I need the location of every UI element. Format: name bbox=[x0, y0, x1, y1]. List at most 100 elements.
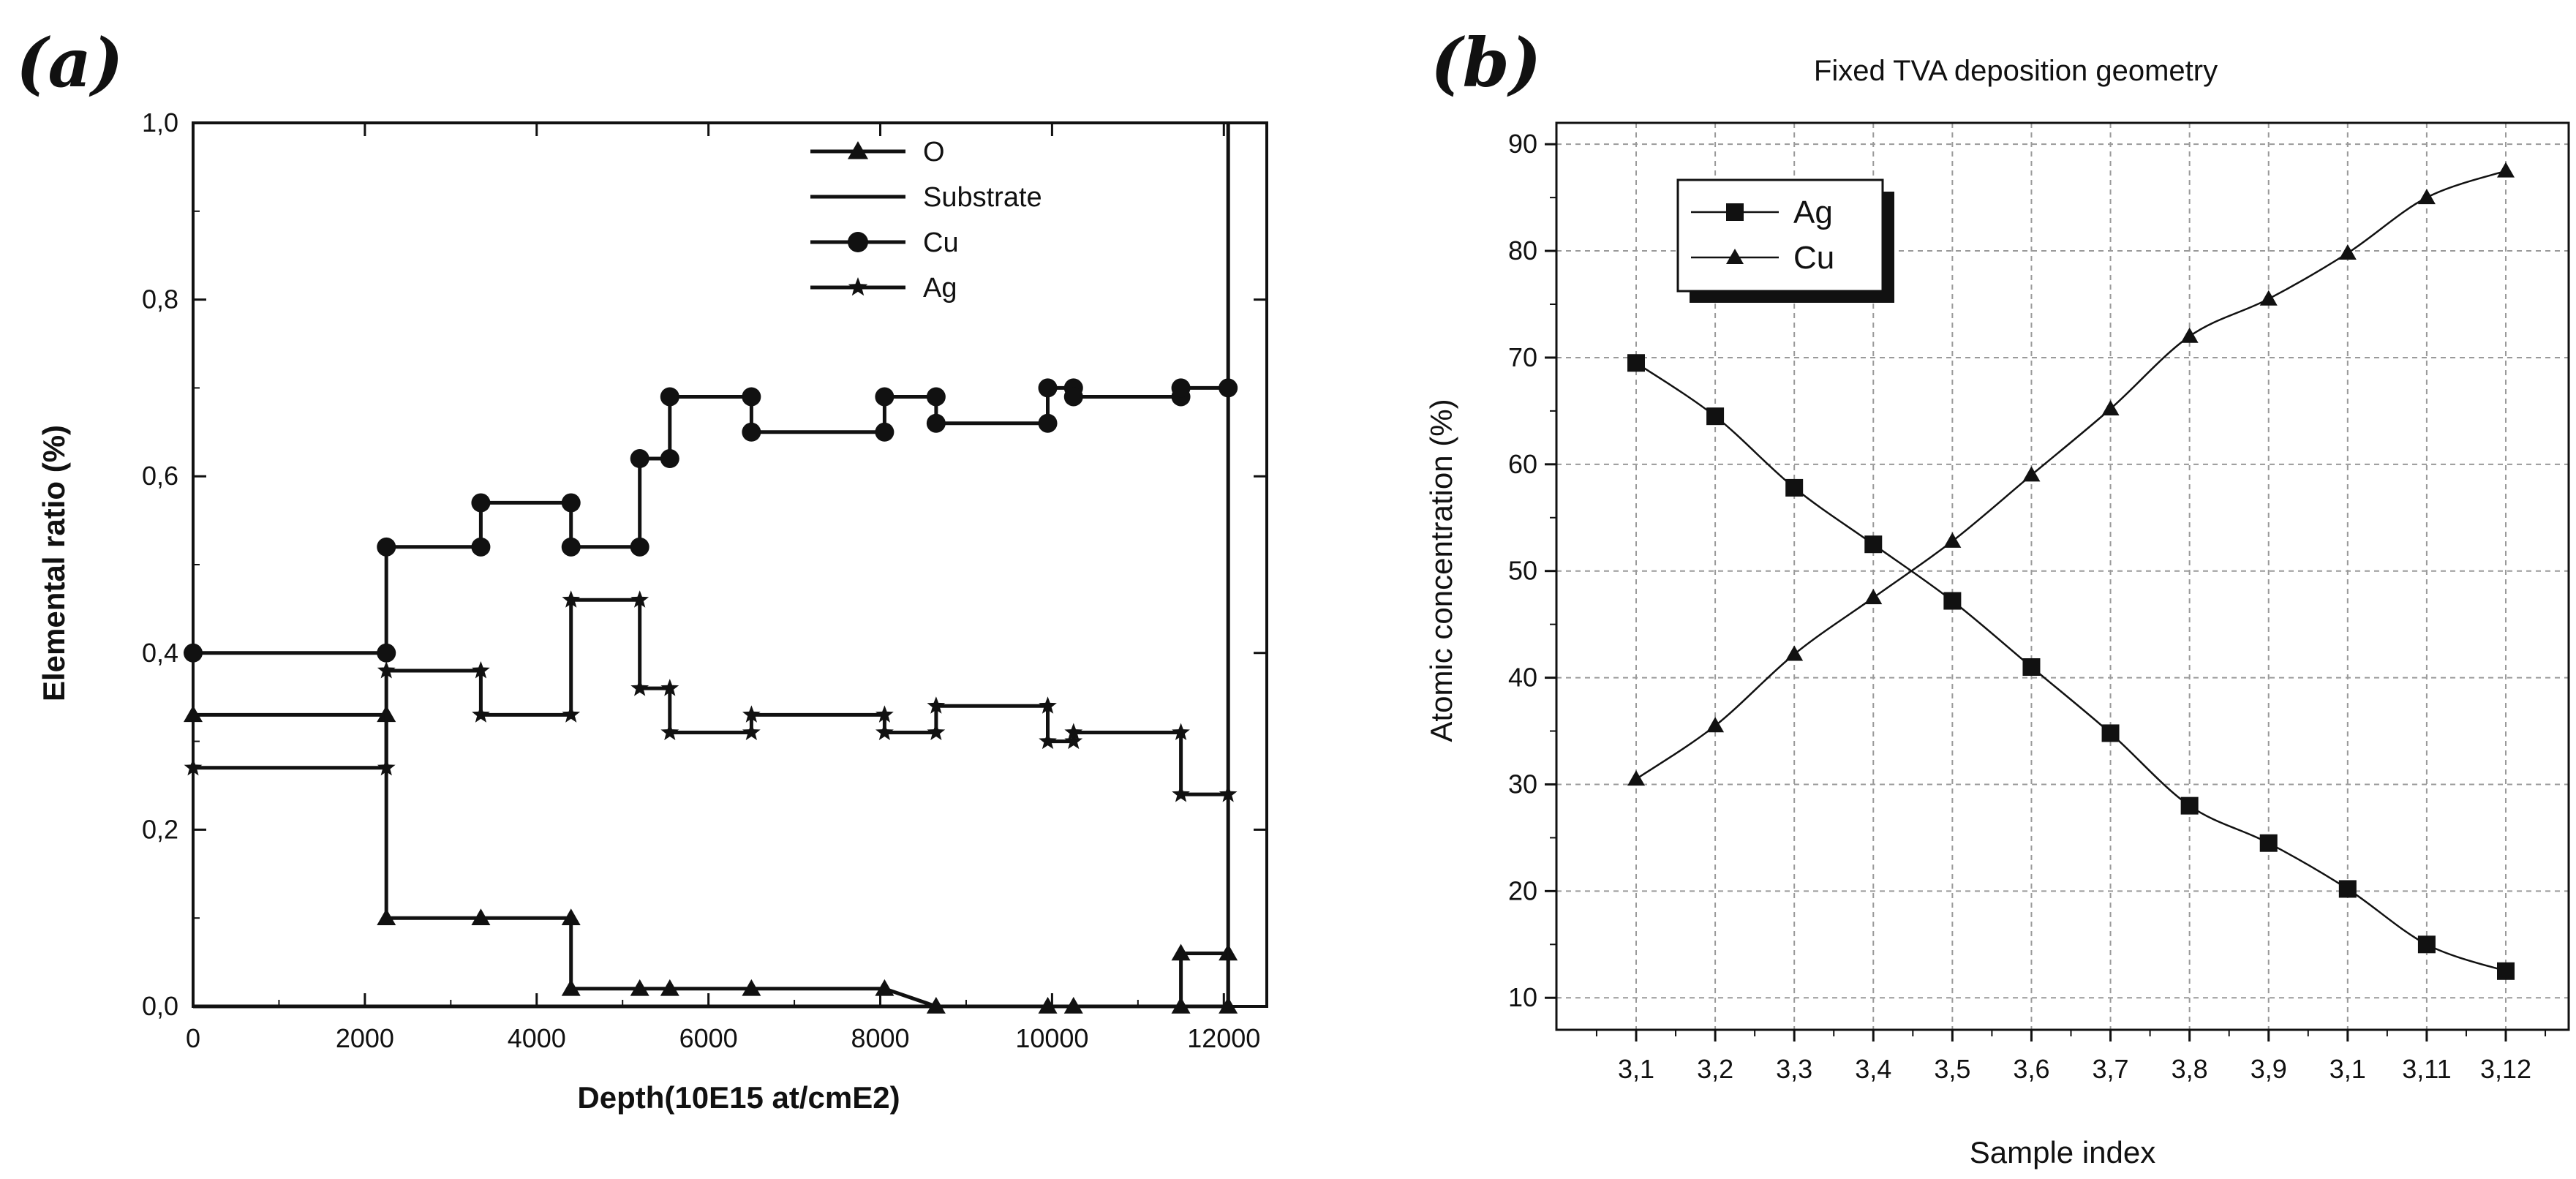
panel-a-point-cu bbox=[630, 449, 649, 469]
panel-b-legend-label-cu: Cu bbox=[1793, 240, 1834, 276]
panel-a-point-ag bbox=[630, 679, 649, 696]
panel-b-point-ag bbox=[1785, 478, 1804, 497]
panel-a-point-cu bbox=[561, 493, 581, 513]
panel-b-x-axis-title: Sample index bbox=[1970, 1135, 2155, 1169]
panel-a-point-cu bbox=[1038, 378, 1058, 398]
panel-a-y-tick-label: 0,2 bbox=[142, 814, 178, 844]
panel-b-point-cu bbox=[1627, 770, 1645, 786]
panel-a-x-tick-label: 10000 bbox=[1015, 1023, 1088, 1053]
panel-a-point-ag bbox=[1039, 731, 1057, 750]
panel-b-legend-marker-cu bbox=[1726, 249, 1744, 264]
panel-b-point-ag bbox=[2259, 834, 2278, 852]
panel-b-ticks: 10 20 30 40 50 60 70 80 90 3,1 3,2 3,3 3,4 3,5 3,6 3,7 3… bbox=[1508, 129, 2547, 1084]
panel-a-point-o bbox=[660, 979, 679, 996]
panel-a-ticks: 0 2000 4000 6000 8000 10000 12000 0,0 0,2 0,4 0,6 0… bbox=[142, 108, 1267, 1053]
panel-b-y-tick-label: 50 bbox=[1508, 556, 1537, 586]
panel-a-point-cu bbox=[377, 537, 396, 557]
panel-a-point-ag bbox=[927, 696, 946, 714]
panel-b-point-ag bbox=[2338, 880, 2357, 898]
panel-b-legend-marker-ag bbox=[1726, 203, 1744, 221]
panel-b-point-cu bbox=[1706, 717, 1725, 733]
panel-b-x-tick-label: 3,8 bbox=[2172, 1054, 2208, 1084]
panel-a-point-cu bbox=[875, 422, 895, 442]
panel-a-label: (a) bbox=[16, 23, 124, 102]
panel-a-point-ag bbox=[742, 723, 761, 740]
panel-b-x-tick-label: 3,11 bbox=[2402, 1054, 2451, 1084]
panel-b-y-tick-label: 80 bbox=[1508, 236, 1537, 265]
panel-a-point-cu bbox=[660, 449, 679, 469]
panel-a-point-ag bbox=[1172, 785, 1190, 802]
panel-a-point-cu bbox=[1171, 378, 1191, 398]
panel-a-point-ag bbox=[875, 723, 894, 740]
panel-a-chart: (a) 0 2000 4000 6000 8000 10000 12000 0,0 0,2 0,4… bbox=[16, 23, 1268, 1115]
panel-a-point-o bbox=[377, 908, 396, 925]
panel-b-grid bbox=[1556, 123, 2569, 1030]
panel-a-point-o bbox=[1171, 943, 1191, 961]
panel-b-y-tick-label: 10 bbox=[1508, 982, 1537, 1012]
panel-a-y-tick-label: 0,6 bbox=[142, 461, 178, 491]
panel-a-x-tick-label: 6000 bbox=[679, 1023, 738, 1053]
panel-b-point-cu bbox=[2101, 399, 2120, 415]
panel-a-series bbox=[184, 123, 1238, 1014]
panel-b-point-cu bbox=[2497, 162, 2515, 178]
panel-a-point-cu bbox=[377, 643, 396, 663]
panel-a-legend-label-o: O bbox=[923, 137, 945, 167]
panel-a-point-ag bbox=[927, 723, 946, 740]
panel-a-legend-marker-o bbox=[848, 141, 868, 159]
panel-b-point-cu bbox=[2417, 189, 2436, 205]
panel-b-x-tick-label: 3,2 bbox=[1697, 1054, 1733, 1084]
panel-b-x-tick-label: 3,4 bbox=[1855, 1054, 1891, 1084]
panel-a-point-ag bbox=[377, 661, 396, 679]
panel-a-point-ag bbox=[562, 590, 581, 608]
panel-b-point-cu bbox=[1864, 589, 1883, 605]
panel-a-legend-label-substrate: Substrate bbox=[923, 182, 1042, 213]
panel-a-point-cu bbox=[1038, 413, 1058, 433]
panel-b-y-tick-label: 90 bbox=[1508, 129, 1537, 159]
panel-a-y-tick-label: 0,8 bbox=[142, 285, 178, 314]
panel-a-x-tick-label: 4000 bbox=[508, 1023, 566, 1053]
panel-b-point-cu bbox=[2180, 327, 2199, 343]
panel-b-label: (b) bbox=[1431, 23, 1541, 102]
panel-a-point-ag bbox=[742, 705, 761, 723]
panel-a-legend: O Substrate Cu Ag bbox=[810, 137, 1042, 304]
panel-b-point-ag bbox=[1943, 592, 1962, 610]
panel-b-plot-frame bbox=[1555, 121, 2570, 1031]
panel-b-x-tick-label: 3,3 bbox=[1776, 1054, 1812, 1084]
panel-a-y-tick-label: 0,0 bbox=[142, 991, 178, 1021]
panel-b-y-axis-title: Atomic concentration (%) bbox=[1424, 399, 1458, 742]
panel-a-point-cu bbox=[742, 387, 761, 407]
panel-a-point-cu bbox=[1219, 378, 1238, 398]
panel-a-legend-marker-ag bbox=[848, 277, 868, 296]
panel-b-x-tick-label: 3,6 bbox=[2013, 1054, 2049, 1084]
panel-b-x-tick-label: 3,5 bbox=[1934, 1054, 1970, 1084]
panel-a-legend-marker-cu bbox=[848, 232, 868, 252]
panel-a-point-o bbox=[561, 979, 581, 996]
panel-a-point-o bbox=[561, 908, 581, 925]
panel-a-point-cu bbox=[471, 537, 491, 557]
panel-a-point-cu bbox=[660, 387, 679, 407]
panel-a-line-o bbox=[193, 712, 1230, 1009]
panel-a-point-ag bbox=[1039, 696, 1057, 714]
panel-a-point-cu bbox=[742, 422, 761, 442]
panel-a-y-axis-title: Elemental ratio (%) bbox=[37, 425, 71, 701]
panel-b-point-ag bbox=[1864, 535, 1883, 554]
panel-a-point-ag bbox=[630, 590, 649, 608]
panel-b-point-ag bbox=[2022, 658, 2041, 676]
panel-a-point-ag bbox=[1064, 731, 1083, 750]
panel-a-point-o bbox=[742, 979, 761, 996]
panel-a-x-tick-label: 12000 bbox=[1187, 1023, 1260, 1053]
panel-a-line-ag bbox=[193, 598, 1229, 796]
panel-b-point-cu bbox=[1785, 645, 1804, 661]
panel-a-point-cu bbox=[926, 413, 946, 433]
panel-a-point-o bbox=[630, 979, 649, 996]
panel-a-point-o bbox=[875, 979, 895, 996]
panel-a-point-ag bbox=[562, 705, 581, 723]
panel-b-y-tick-label: 20 bbox=[1508, 875, 1537, 905]
panel-b-x-tick-label: 3,1 bbox=[2330, 1054, 2366, 1084]
panel-a-point-ag bbox=[660, 679, 679, 696]
panel-b-y-tick-label: 60 bbox=[1508, 449, 1537, 479]
panel-a-point-cu bbox=[926, 387, 946, 407]
panel-a-x-axis-title: Depth(10E15 at/cmE2) bbox=[577, 1080, 900, 1115]
panel-a-line-substrate bbox=[193, 123, 1230, 1009]
